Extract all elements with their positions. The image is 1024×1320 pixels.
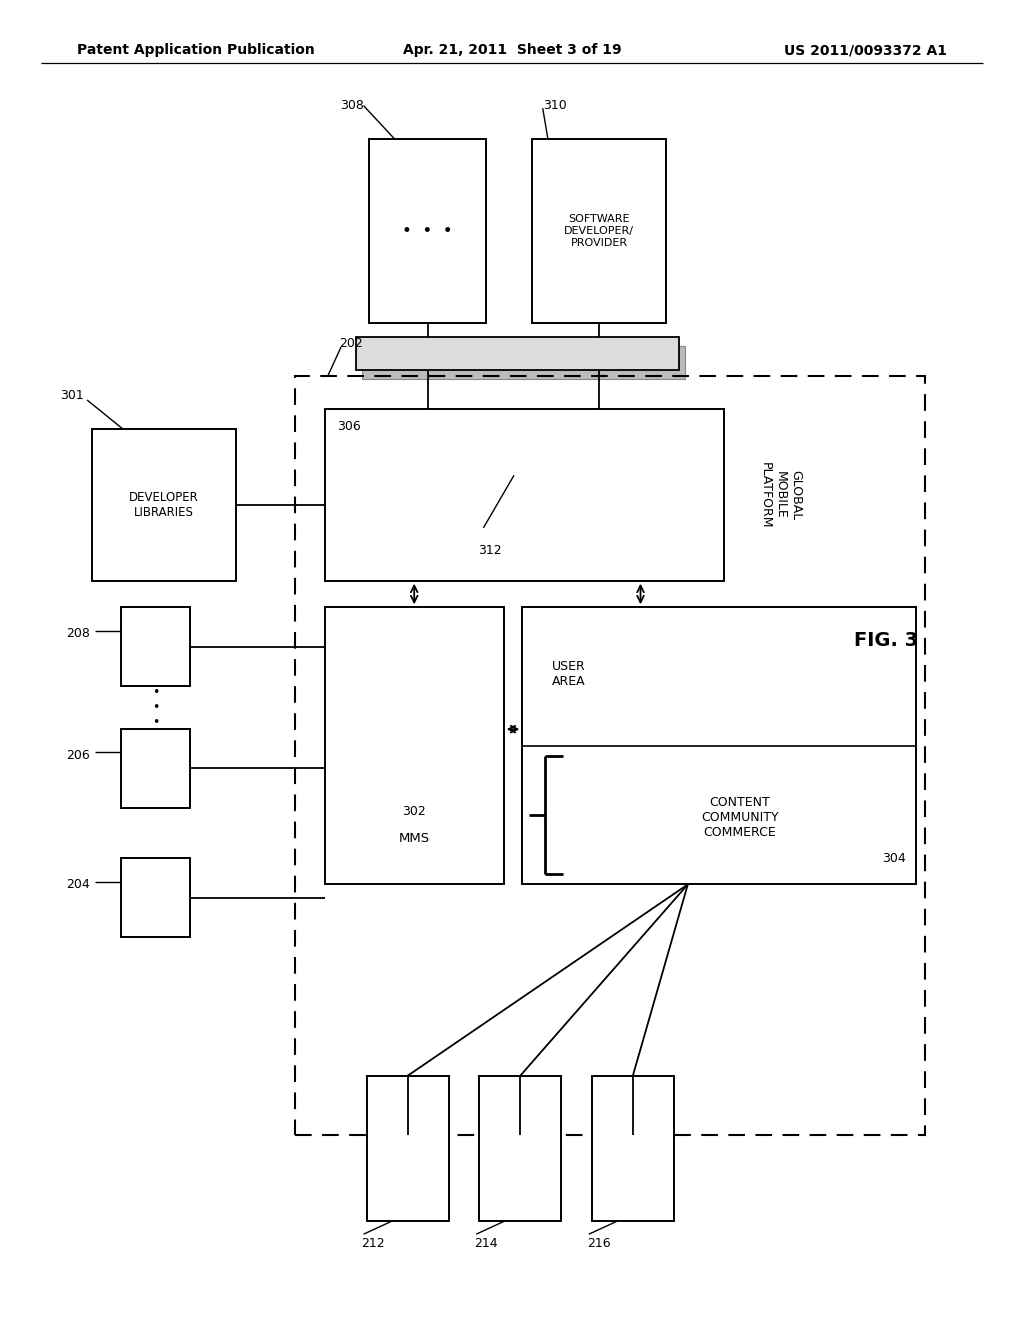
Text: US 2011/0093372 A1: US 2011/0093372 A1 (784, 44, 947, 57)
FancyBboxPatch shape (92, 429, 236, 581)
Text: GLOBAL
MOBILE
PLATFORM: GLOBAL MOBILE PLATFORM (759, 462, 802, 528)
Text: 308: 308 (340, 99, 364, 112)
Text: CONTENT
COMMUNITY
COMMERCE: CONTENT COMMUNITY COMMERCE (701, 796, 778, 840)
Text: SOFTWARE
DEVELOPER/
PROVIDER: SOFTWARE DEVELOPER/ PROVIDER (564, 214, 634, 248)
Text: MMS: MMS (398, 832, 430, 845)
FancyBboxPatch shape (479, 1076, 561, 1221)
Text: Patent Application Publication: Patent Application Publication (77, 44, 314, 57)
FancyBboxPatch shape (522, 607, 916, 884)
Text: 212: 212 (361, 1237, 385, 1250)
Text: 304: 304 (883, 851, 906, 865)
FancyBboxPatch shape (367, 1076, 449, 1221)
Text: 310: 310 (543, 99, 566, 112)
FancyBboxPatch shape (356, 337, 679, 370)
FancyBboxPatch shape (592, 1076, 674, 1221)
Text: 302: 302 (402, 805, 426, 818)
Text: •  •  •: • • • (402, 222, 453, 240)
Text: Apr. 21, 2011  Sheet 3 of 19: Apr. 21, 2011 Sheet 3 of 19 (402, 44, 622, 57)
Text: 301: 301 (60, 389, 84, 403)
Text: USER
AREA: USER AREA (552, 660, 585, 688)
Text: 214: 214 (474, 1237, 498, 1250)
FancyBboxPatch shape (369, 139, 486, 323)
Text: 204: 204 (67, 878, 90, 891)
Text: •
•
•: • • • (152, 686, 160, 729)
FancyBboxPatch shape (325, 409, 724, 581)
FancyBboxPatch shape (121, 729, 190, 808)
FancyBboxPatch shape (325, 607, 504, 884)
Text: 206: 206 (67, 748, 90, 762)
Text: 216: 216 (587, 1237, 610, 1250)
Text: 306: 306 (337, 420, 360, 433)
FancyBboxPatch shape (121, 858, 190, 937)
FancyBboxPatch shape (362, 346, 685, 379)
Text: 312: 312 (478, 544, 502, 557)
Text: 202: 202 (339, 337, 364, 350)
FancyBboxPatch shape (532, 139, 666, 323)
Text: FIG. 3: FIG. 3 (854, 631, 918, 649)
Text: DEVELOPER
LIBRARIES: DEVELOPER LIBRARIES (129, 491, 199, 519)
FancyBboxPatch shape (121, 607, 190, 686)
Text: 208: 208 (67, 627, 90, 640)
